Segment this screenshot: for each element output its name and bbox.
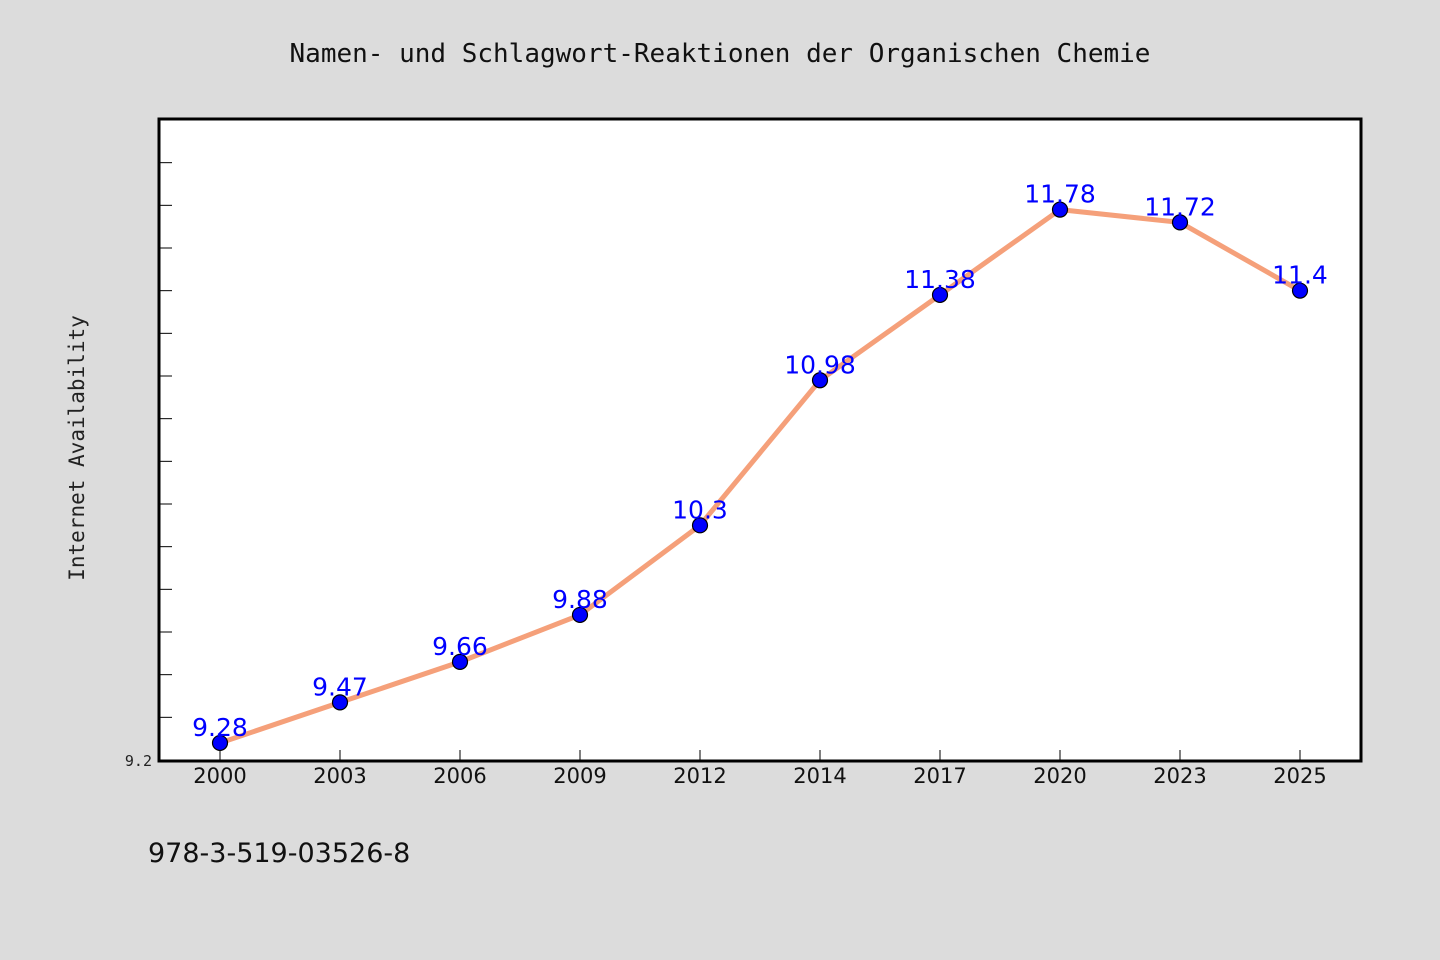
data-label: 11.78 (1024, 180, 1096, 209)
x-tick-label: 2023 (1153, 764, 1206, 788)
data-label: 11.38 (904, 265, 976, 294)
x-tick-label: 2025 (1273, 764, 1326, 788)
x-tick-label: 2003 (313, 764, 366, 788)
data-point (331, 694, 349, 711)
x-tick-label: 2006 (433, 764, 486, 788)
y-axis-ticks: 9.2 (125, 119, 172, 770)
data-point (1051, 201, 1069, 218)
y-tick-label: 9.2 (125, 752, 152, 770)
data-point (1171, 214, 1189, 231)
isbn-text: 978-3-519-03526-8 (148, 838, 410, 869)
data-label: 10.98 (784, 350, 856, 379)
data-label: 9.66 (432, 632, 488, 661)
x-tick-label: 2012 (673, 764, 726, 788)
x-tick-label: 2017 (913, 764, 966, 788)
data-label: 10.3 (672, 495, 728, 524)
chart-title: Namen- und Schlagwort-Reaktionen der Org… (290, 39, 1151, 69)
x-tick-label: 2009 (553, 764, 606, 788)
data-label: 9.28 (192, 713, 248, 742)
data-label: 11.4 (1272, 261, 1328, 290)
plot-area (157, 117, 1363, 763)
x-tick-label: 2000 (193, 764, 246, 788)
x-axis-ticks: 2000 2003 2006 2009 2012 2014 2017 2020 2023 2025 (193, 750, 1327, 788)
x-tick-label: 2020 (1033, 764, 1086, 788)
data-point (691, 517, 709, 534)
data-point (811, 372, 829, 389)
series-layer: 9.28 9.47 9.66 9.88 10.3 10.98 11.38 11.78 11.72… (192, 180, 1328, 752)
series-line (217, 207, 1303, 746)
data-point (1291, 282, 1309, 299)
data-point (931, 286, 949, 304)
x-tick-label: 2014 (793, 764, 846, 788)
data-point (571, 606, 589, 624)
data-label: 11.72 (1144, 192, 1216, 221)
y-axis-label: Internet Availability (65, 315, 89, 581)
data-point (211, 734, 229, 752)
data-label: 9.88 (552, 585, 608, 614)
data-label: 9.47 (312, 672, 368, 701)
data-point (451, 653, 469, 670)
